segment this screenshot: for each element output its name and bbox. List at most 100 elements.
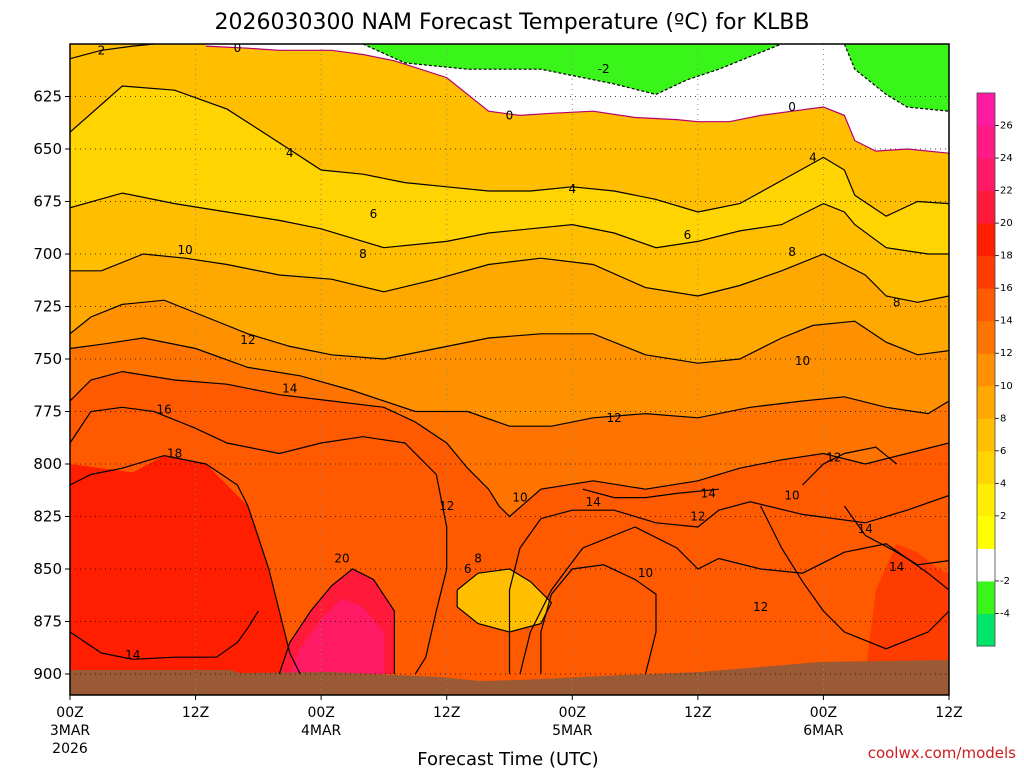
contour-line-10 — [519, 526, 949, 675]
colorbar-tick-label: 18 — [1000, 251, 1013, 262]
contour-line-16 — [70, 406, 448, 675]
contour-label: 6 — [370, 207, 378, 221]
y-tick-label: 650 — [33, 140, 62, 158]
contour-line-12 — [70, 337, 949, 427]
fill-core-4 — [865, 543, 949, 674]
contour-label: 20 — [334, 552, 349, 566]
fill-core-2 — [289, 598, 384, 674]
contour-label: 10 — [795, 354, 810, 368]
contour-label: 2 — [98, 43, 106, 57]
x-tick-label: 00Z — [307, 705, 334, 721]
fill-bands — [70, 44, 949, 695]
contour-label: 8 — [788, 245, 796, 259]
contour-label: 14 — [125, 648, 140, 662]
grid-lines — [70, 44, 949, 695]
x-tick-label: 12Z — [182, 705, 209, 721]
contour-label: 14 — [586, 495, 601, 509]
colorbar-swatch — [977, 353, 995, 387]
contour-label: 4 — [809, 150, 817, 164]
y-tick-label: 725 — [33, 298, 62, 316]
contour-label: 4 — [286, 146, 294, 160]
y-axis: 625 650 675 700 725 750 775 800 825 850 875 900 — [33, 88, 70, 683]
contour-label: 10 — [638, 566, 653, 580]
colorbar-tick-label: 24 — [1000, 153, 1013, 164]
colorbar-tick-label: 12 — [1000, 348, 1013, 359]
contour-label: 4 — [568, 182, 576, 196]
contour-label: 10 — [177, 243, 192, 257]
y-tick-label: 675 — [33, 193, 62, 211]
colorbar-swatch — [977, 385, 995, 419]
colorbar-tick-label: 4 — [1000, 478, 1006, 489]
contour-label: 16 — [157, 402, 172, 416]
contour-label: 14 — [858, 522, 873, 536]
colorbar-swatch — [977, 418, 995, 452]
y-tick-label: 900 — [33, 665, 62, 683]
contour-lines — [70, 44, 949, 675]
contour-label: 0 — [506, 108, 514, 122]
colorbar-tick-label: 26 — [1000, 121, 1013, 132]
colorbar-swatch — [977, 93, 995, 127]
x-tick-date: 4MAR — [301, 723, 342, 739]
x-axis-label: Forecast Time (UTC) — [417, 749, 598, 768]
colorbar-tick-label: 22 — [1000, 186, 1013, 197]
chart-title: 2026030300 NAM Forecast Temperature (ºC)… — [215, 10, 810, 35]
contour-label: 10 — [512, 491, 527, 505]
fill-core-0 — [70, 455, 301, 674]
fill-band-minus-two-1 — [844, 44, 949, 112]
x-tick-label: 12Z — [684, 705, 711, 721]
contour-label: 8 — [359, 247, 367, 261]
contour-label: 0 — [788, 100, 796, 114]
contour-line-12 — [508, 494, 949, 674]
fill-band-14 — [70, 371, 949, 695]
contour-line-14 — [843, 505, 949, 566]
colorbar-swatch — [977, 223, 995, 257]
x-tick-date: 3MAR — [50, 723, 91, 739]
contour-line-8 — [70, 253, 949, 303]
colorbar-swatch — [977, 190, 995, 224]
contour-label: 0 — [234, 41, 242, 55]
contour-label: 14 — [282, 381, 297, 395]
contour-line--2 — [362, 44, 782, 96]
contour-line-12 — [760, 505, 949, 650]
contour-label: 12 — [826, 451, 841, 465]
contour-line-6 — [70, 192, 949, 255]
contour-label: 6 — [684, 228, 692, 242]
contour-line-4 — [70, 85, 949, 217]
contour-label: 12 — [690, 510, 705, 524]
colorbar-tick-label: 10 — [1000, 381, 1013, 392]
x-tick-date: 6MAR — [803, 723, 844, 739]
colorbar-swatch — [977, 450, 995, 484]
contour-line-18 — [70, 454, 301, 675]
y-tick-label: 875 — [33, 613, 62, 631]
ground-surface — [70, 660, 949, 695]
contour-label: -2 — [598, 62, 610, 76]
colorbar-tick-label: 8 — [1000, 413, 1006, 424]
colorbar-swatch — [977, 158, 995, 192]
colorbar-swatch — [977, 125, 995, 159]
contour-label: 12 — [607, 411, 622, 425]
fill-core-3 — [457, 569, 552, 632]
x-tick-label: 12Z — [935, 705, 962, 721]
y-tick-label: 750 — [33, 350, 62, 368]
colorbar-frame — [976, 92, 996, 647]
colorbar-tick-label: 20 — [1000, 218, 1013, 229]
credit-text: coolwx.com/models — [868, 744, 1016, 762]
colorbar-tick-label: 2 — [1000, 511, 1006, 522]
contour-line-0 — [205, 45, 949, 154]
contour-line-10 — [70, 299, 949, 364]
fill-band-below-zero — [70, 44, 949, 154]
y-tick-label: 700 — [33, 245, 62, 263]
colorbar-tick-label: 6 — [1000, 446, 1006, 457]
y-tick-label: 625 — [33, 88, 62, 106]
colorbar-swatch — [977, 320, 995, 354]
y-tick-label: 800 — [33, 455, 62, 473]
contour-line-2 — [70, 44, 154, 60]
colorbar-tick-label: -2 — [1000, 576, 1010, 587]
colorbar-swatch — [977, 515, 995, 549]
y-tick-label: 775 — [33, 403, 62, 421]
contour-line-12 — [802, 446, 898, 486]
x-tick-date: 5MAR — [552, 723, 593, 739]
